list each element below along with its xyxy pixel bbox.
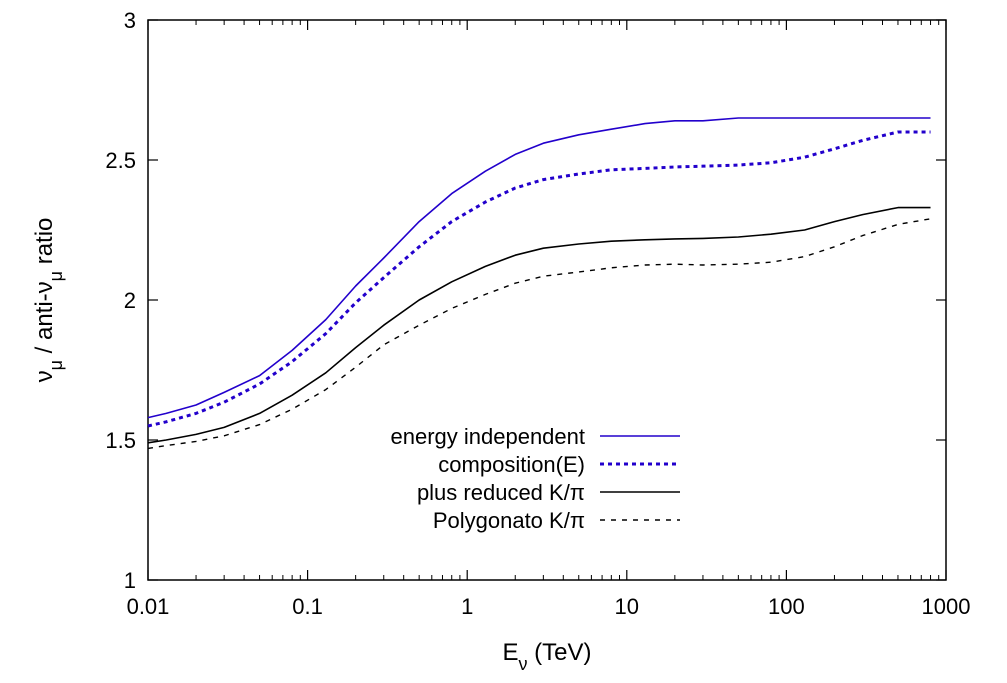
y-tick-label: 1 <box>124 568 136 593</box>
ticks: 0.01 0.1 1 10 100 1000 1 1.5 2 2.5 3 <box>105 8 970 619</box>
series-line-2 <box>147 130 931 428</box>
series-line-3 <box>147 206 931 444</box>
y-axis-title-p2: / anti-ν <box>31 281 58 360</box>
legend-label: composition(E) <box>438 452 585 477</box>
x-tick-label: 10 <box>615 594 639 619</box>
x-tick-label: 100 <box>768 594 805 619</box>
x-tick-label: 0.1 <box>292 594 323 619</box>
x-axis-title-main: E <box>502 639 518 666</box>
y-axis-title-p3: ratio <box>31 218 58 271</box>
x-tick-label: 0.01 <box>127 594 170 619</box>
x-axis-title-sub: ν <box>519 654 528 674</box>
series-layer <box>147 117 931 450</box>
x-tick-label: 1000 <box>922 594 971 619</box>
y-axis-title-p1: ν <box>31 370 58 382</box>
legend-label: energy independent <box>391 424 586 449</box>
y-tick-label: 2 <box>124 288 136 313</box>
series-line-4 <box>147 218 931 450</box>
x-axis-title: Eν (TeV) <box>502 639 591 674</box>
legend: energy independent composition(E) plus red… <box>391 424 680 533</box>
y-tick-label: 2.5 <box>105 148 136 173</box>
y-axis-title-s2: μ <box>46 271 66 281</box>
y-tick-label: 1.5 <box>105 428 136 453</box>
legend-label: Polygonato K/π <box>433 508 585 533</box>
legend-label: plus reduced K/π <box>417 480 585 505</box>
series-line-1 <box>147 117 931 419</box>
y-axis-title-s1: μ <box>46 360 66 370</box>
y-tick-label: 3 <box>124 8 136 33</box>
x-axis-title-rest: (TeV) <box>528 639 592 666</box>
x-tick-label: 1 <box>461 594 473 619</box>
y-axis-title: νμ / anti-νμ ratio <box>31 218 66 383</box>
